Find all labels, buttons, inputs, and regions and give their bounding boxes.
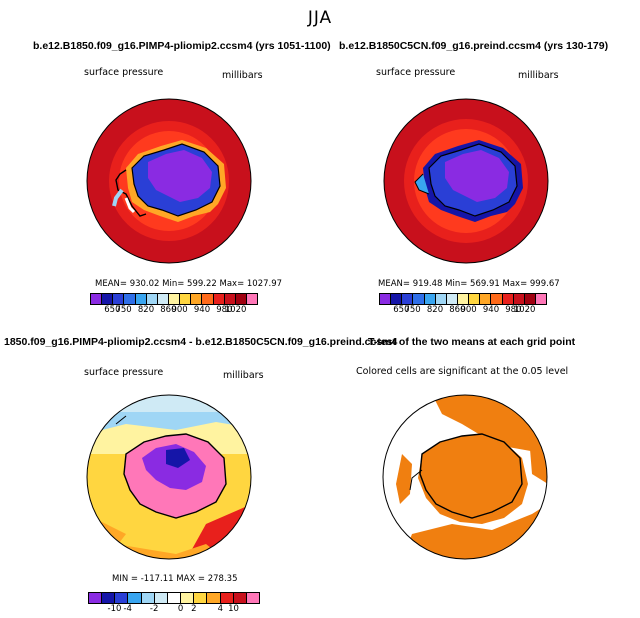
colorbar-swatch bbox=[233, 593, 247, 603]
panel-1-variable: surface pressure bbox=[84, 67, 164, 78]
colorbar-tick-label: 750 bbox=[115, 305, 132, 315]
colorbar-swatch bbox=[513, 294, 525, 304]
panel-1-units: millibars bbox=[222, 70, 263, 81]
panel-1-title: b.e12.B1850.f09_g16.PIMP4-pliomip2.ccsm4… bbox=[33, 40, 331, 52]
colorbar-swatch bbox=[213, 294, 225, 304]
panel-3-units: millibars bbox=[223, 370, 264, 381]
panel-1-map bbox=[86, 98, 252, 264]
panel-4-title: T-test of the two means at each grid poi… bbox=[368, 336, 576, 348]
panel-1-colorbar-labels: 650 750 820 860 900 940 980 1020 bbox=[90, 305, 258, 317]
colorbar-tick-label: 10 bbox=[228, 604, 239, 614]
colorbar-tick-label: 980 bbox=[216, 305, 233, 315]
colorbar-swatch bbox=[246, 294, 258, 304]
panel-1-stats: MEAN= 930.02 Min= 599.22 Max= 1027.97 bbox=[95, 279, 283, 289]
colorbar-tick-label: 900 bbox=[171, 305, 188, 315]
colorbar-tick-label: 4 bbox=[217, 604, 224, 614]
colorbar-swatch bbox=[124, 294, 136, 304]
colorbar-swatch bbox=[128, 593, 142, 603]
colorbar-swatch bbox=[181, 593, 195, 603]
colorbar-swatch bbox=[469, 294, 481, 304]
panel-2-colorbar-labels: 650 750 820 860 900 940 980 1020 bbox=[379, 305, 547, 317]
colorbar-swatch bbox=[435, 294, 447, 304]
colorbar-tick-label: 940 bbox=[482, 305, 500, 315]
colorbar-tick-label: 860 bbox=[449, 305, 466, 315]
colorbar-tick-label: 980 bbox=[505, 305, 522, 315]
colorbar-tick-label: 2 bbox=[191, 604, 197, 614]
panel-3-title: 1850.f09_g16.PIMP4-pliomip2.ccsm4 - b.e1… bbox=[4, 336, 398, 348]
panel-2-variable: surface pressure bbox=[376, 67, 456, 78]
colorbar-tick-label: 1020 bbox=[513, 305, 536, 315]
panel-4-map bbox=[382, 394, 548, 560]
panel-1-colorbar: 650 750 820 860 900 940 980 1020 bbox=[90, 293, 258, 317]
colorbar-swatch bbox=[191, 294, 203, 304]
colorbar-tick-label: 0 bbox=[177, 604, 184, 614]
panel-2-colorbar: 650 750 820 860 900 940 980 1020 bbox=[379, 293, 547, 317]
panel-3-map bbox=[86, 394, 252, 560]
colorbar-tick-label: 820 bbox=[426, 305, 444, 315]
colorbar-swatch bbox=[115, 593, 129, 603]
colorbar-tick-label: 900 bbox=[460, 305, 477, 315]
panel-2-units: millibars bbox=[518, 70, 559, 81]
colorbar-tick-label: 650 bbox=[393, 305, 410, 315]
colorbar-swatch bbox=[167, 593, 182, 603]
colorbar-tick-label: 940 bbox=[193, 305, 211, 315]
colorbar-tick-label: -10 bbox=[107, 604, 122, 614]
colorbar-swatch bbox=[202, 294, 214, 304]
colorbar-tick-label: 650 bbox=[104, 305, 121, 315]
colorbar-swatch bbox=[380, 294, 392, 304]
colorbar-swatch bbox=[194, 593, 208, 603]
colorbar-swatch bbox=[246, 593, 260, 603]
colorbar-swatch bbox=[491, 294, 503, 304]
colorbar-swatch bbox=[89, 593, 103, 603]
colorbar-swatch bbox=[146, 294, 158, 304]
colorbar-swatch bbox=[141, 593, 155, 603]
colorbar-swatch bbox=[113, 294, 125, 304]
panel-4-caption: Colored cells are significant at the 0.0… bbox=[356, 366, 569, 377]
colorbar-swatch bbox=[220, 593, 234, 603]
colorbar-swatch bbox=[413, 294, 425, 304]
colorbar-swatch bbox=[524, 294, 536, 304]
colorbar-swatch bbox=[502, 294, 514, 304]
colorbar-swatch bbox=[446, 294, 458, 304]
colorbar-swatch bbox=[91, 294, 103, 304]
panel-3-colorbar-swatches bbox=[88, 592, 260, 604]
colorbar-tick-label: 860 bbox=[160, 305, 177, 315]
panel-3-variable: surface pressure bbox=[84, 367, 164, 378]
colorbar-swatch bbox=[207, 593, 221, 603]
panel-2-colorbar-swatches bbox=[379, 293, 547, 305]
colorbar-tick-label: 820 bbox=[137, 305, 155, 315]
colorbar-swatch bbox=[235, 294, 247, 304]
panel-2-title: b.e12.B1850C5CN.f09_g16.preind.ccsm4 (yr… bbox=[339, 40, 609, 52]
figure-title: JJA bbox=[307, 8, 333, 28]
colorbar-tick-label: -2 bbox=[149, 604, 159, 614]
panel-3-stats: MIN = -117.11 MAX = 278.35 bbox=[112, 574, 238, 584]
colorbar-swatch bbox=[224, 294, 236, 304]
colorbar-swatch bbox=[391, 294, 403, 304]
colorbar-swatch bbox=[457, 294, 470, 304]
panel-2-map bbox=[383, 98, 549, 264]
panel-3-colorbar-labels: -10 -4 -2 0 2 4 10 bbox=[88, 604, 260, 616]
colorbar-swatch bbox=[424, 294, 436, 304]
colorbar-swatch bbox=[135, 294, 147, 304]
panel-3-colorbar: -10 -4 -2 0 2 4 10 bbox=[88, 592, 260, 616]
colorbar-swatch bbox=[154, 593, 168, 603]
colorbar-swatch bbox=[102, 593, 116, 603]
colorbar-swatch bbox=[402, 294, 414, 304]
panel-1-colorbar-swatches bbox=[90, 293, 258, 305]
colorbar-swatch bbox=[102, 294, 114, 304]
colorbar-tick-label: -4 bbox=[123, 604, 132, 614]
colorbar-tick-label: 750 bbox=[404, 305, 421, 315]
colorbar-swatch bbox=[180, 294, 192, 304]
colorbar-swatch bbox=[168, 294, 181, 304]
panel-2-stats: MEAN= 919.48 Min= 569.91 Max= 999.67 bbox=[378, 279, 560, 289]
colorbar-swatch bbox=[480, 294, 492, 304]
colorbar-tick-label: 1020 bbox=[224, 305, 247, 315]
colorbar-swatch bbox=[535, 294, 547, 304]
colorbar-swatch bbox=[157, 294, 169, 304]
